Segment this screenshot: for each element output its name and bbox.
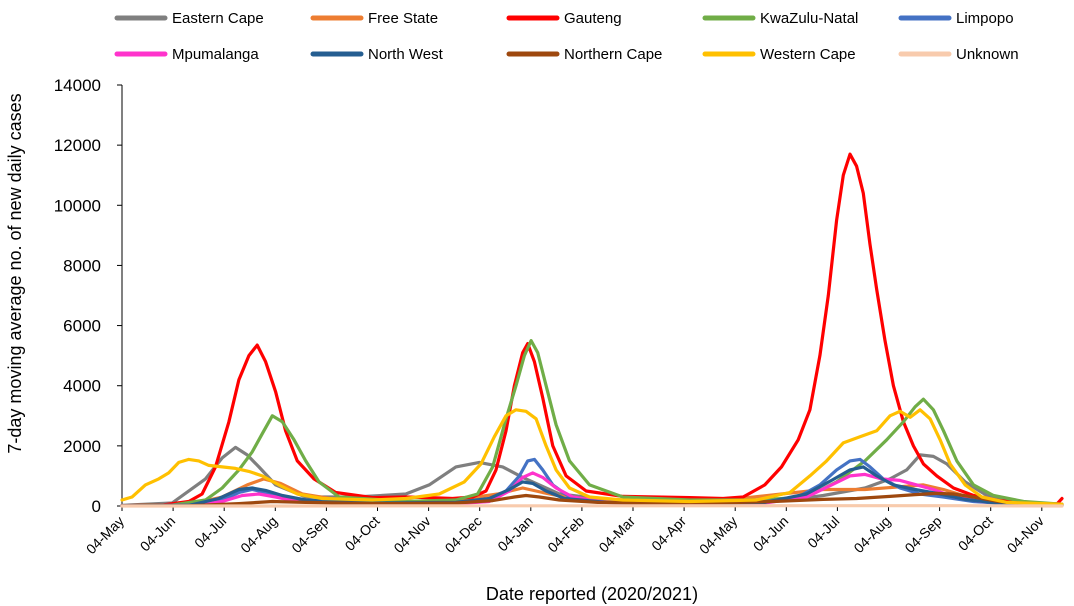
series-line-gauteng [120,152,1064,508]
x-tick-label: 04-Jun [750,513,792,555]
series-line-mpumalanga [120,471,1064,508]
x-tick-label: 04-Apr [648,513,689,554]
y-tick-label: 6000 [63,317,101,336]
x-tick-label: 04-Oct [955,513,996,554]
y-tick-label: 4000 [63,377,101,396]
x-tick-label: 04-May [696,513,740,557]
x-tick-label: 04-Jun [137,513,179,555]
legend-item-limpopo: Limpopo [898,10,1014,27]
series-line-eastern-cape [120,445,1064,507]
y-tick-label: 10000 [54,196,101,215]
x-tick-label: 04-Nov [1004,513,1047,556]
legend-label: Northern Cape [564,46,662,63]
legend-label: Free State [368,10,438,27]
y-axis-title: 7-day moving average no. of new daily ca… [5,93,25,453]
legend-label: KwaZulu-Natal [760,10,858,27]
legend-label: North West [368,46,444,63]
legend-item-eastern-cape: Eastern Cape [114,10,264,27]
legend-label: Limpopo [956,10,1014,27]
series-line-northern-cape [120,491,1064,508]
x-tick-label: 04-May [83,513,127,557]
legend-item-mpumalanga: Mpumalanga [114,46,259,63]
legend-label: Eastern Cape [172,10,264,27]
x-tick-label: 04-Oct [342,513,383,554]
legend-item-unknown: Unknown [898,46,1019,63]
series-line-north-west [120,465,1064,508]
x-tick-label: 04-Jan [494,513,536,555]
legend-item-northern-cape: Northern Cape [506,46,662,63]
legend: Eastern Cape Free State Gauteng KwaZulu-Nat… [114,10,1019,63]
x-tick-label: 04-Feb [544,513,587,556]
series-lines [120,152,1064,508]
x-tick-label: 04-Dec [442,513,485,556]
x-tick-label: 04-Aug [850,513,893,556]
x-tick-label: 04-Jul [804,513,842,551]
y-tick-label: 0 [92,497,101,516]
x-tick-label: 04-Nov [390,513,433,556]
legend-label: Western Cape [760,46,856,63]
x-axis-ticks: 04-May 04-Jun 04-Jul 04-Aug 04-Sep 04-Oct 04-N… [83,506,1047,557]
series-line-western-cape [120,408,1064,506]
y-tick-label: 12000 [54,136,101,155]
x-axis-title: Date reported (2020/2021) [486,584,698,604]
legend-label: Mpumalanga [172,46,259,63]
x-tick-label: 04-Jul [191,513,229,551]
legend-item-free-state: Free State [310,10,438,27]
y-tick-label: 8000 [63,256,101,275]
y-axis-ticks: 0 2000 4000 6000 8000 10000 12000 14000 [54,76,122,516]
legend-label: Unknown [956,46,1019,63]
legend-item-kwazulu-natal: KwaZulu-Natal [702,10,858,27]
x-tick-label: 04-Sep [288,513,331,556]
y-tick-label: 2000 [63,437,101,456]
x-tick-label: 04-Sep [901,513,944,556]
legend-item-north-west: North West [310,46,444,63]
y-tick-label: 14000 [54,76,101,95]
x-tick-label: 04-Aug [237,513,280,556]
legend-label: Gauteng [564,10,622,27]
series-line-kwazulu-natal [120,339,1064,508]
x-tick-label: 04-Mar [595,513,638,556]
legend-item-gauteng: Gauteng [506,10,622,27]
legend-item-western-cape: Western Cape [702,46,856,63]
